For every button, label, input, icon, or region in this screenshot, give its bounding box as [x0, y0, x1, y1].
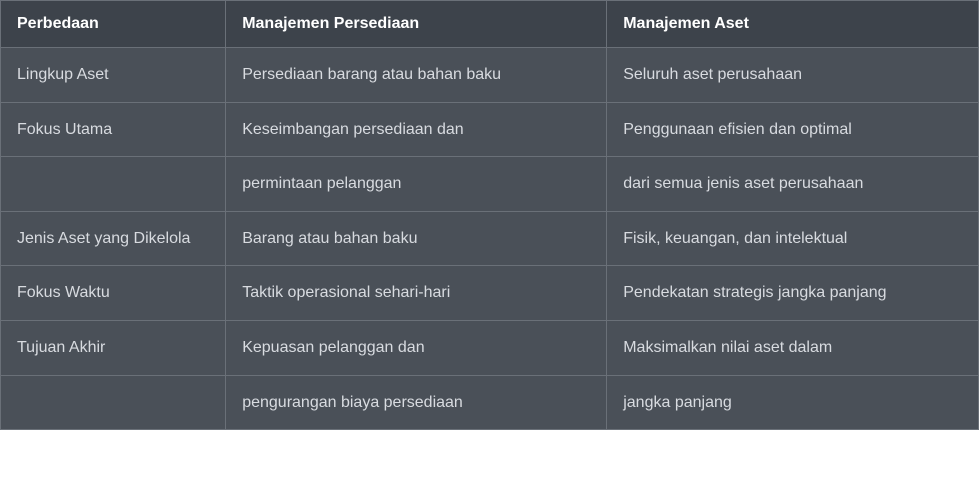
table-header-cell: Manajemen Persediaan	[226, 1, 607, 48]
table-row: Tujuan Akhir Kepuasan pelanggan dan Maks…	[1, 320, 978, 375]
comparison-table-container: Perbedaan Manajemen Persediaan Manajemen…	[0, 0, 979, 430]
table-cell: Persediaan barang atau bahan baku	[226, 48, 607, 103]
table-cell: Taktik operasional sehari-hari	[226, 266, 607, 321]
table-cell: Kepuasan pelanggan dan	[226, 320, 607, 375]
table-cell: Keseimbangan persediaan dan	[226, 102, 607, 157]
table-cell: Tujuan Akhir	[1, 320, 226, 375]
table-header-cell: Manajemen Aset	[607, 1, 978, 48]
table-cell: Lingkup Aset	[1, 48, 226, 103]
table-header-cell: Perbedaan	[1, 1, 226, 48]
table-row: Fokus Utama Keseimbangan persediaan dan …	[1, 102, 978, 157]
table-cell: pengurangan biaya persediaan	[226, 375, 607, 429]
table-header: Perbedaan Manajemen Persediaan Manajemen…	[1, 1, 978, 48]
table-cell: jangka panjang	[607, 375, 978, 429]
table-cell: Seluruh aset perusahaan	[607, 48, 978, 103]
table-cell	[1, 157, 226, 212]
table-row: pengurangan biaya persediaan jangka panj…	[1, 375, 978, 429]
table-header-row: Perbedaan Manajemen Persediaan Manajemen…	[1, 1, 978, 48]
table-cell	[1, 375, 226, 429]
table-cell: Maksimalkan nilai aset dalam	[607, 320, 978, 375]
table-cell: Fokus Waktu	[1, 266, 226, 321]
table-row: permintaan pelanggan dari semua jenis as…	[1, 157, 978, 212]
table-cell: Fokus Utama	[1, 102, 226, 157]
table-cell: permintaan pelanggan	[226, 157, 607, 212]
table-row: Lingkup Aset Persediaan barang atau baha…	[1, 48, 978, 103]
table-body: Lingkup Aset Persediaan barang atau baha…	[1, 48, 978, 430]
table-cell: dari semua jenis aset perusahaan	[607, 157, 978, 212]
table-cell: Jenis Aset yang Dikelola	[1, 211, 226, 266]
table-row: Fokus Waktu Taktik operasional sehari-ha…	[1, 266, 978, 321]
table-cell: Barang atau bahan baku	[226, 211, 607, 266]
table-cell: Pendekatan strategis jangka panjang	[607, 266, 978, 321]
table-cell: Penggunaan efisien dan optimal	[607, 102, 978, 157]
table-cell: Fisik, keuangan, dan intelektual	[607, 211, 978, 266]
comparison-table: Perbedaan Manajemen Persediaan Manajemen…	[1, 1, 978, 429]
table-row: Jenis Aset yang Dikelola Barang atau bah…	[1, 211, 978, 266]
